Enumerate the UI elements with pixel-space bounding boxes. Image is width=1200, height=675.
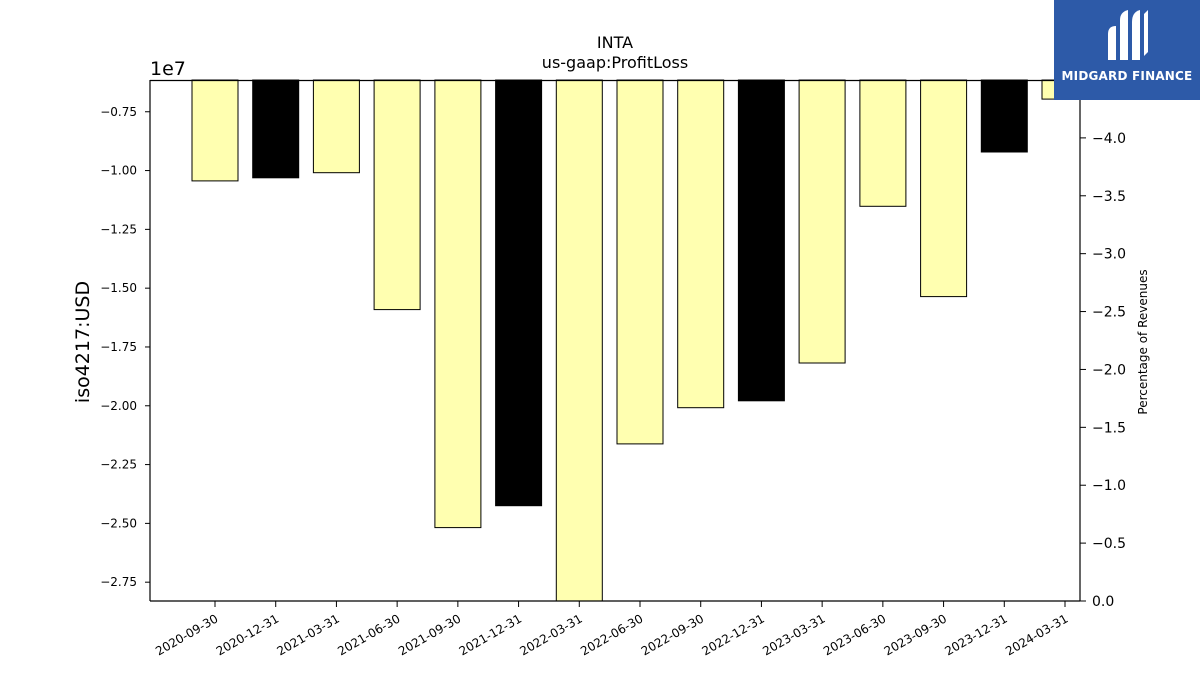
- bar-2023-12-31: [980, 79, 1028, 153]
- x-ticks-layer: 2020-09-302020-12-312021-03-312021-06-30…: [153, 601, 1071, 658]
- x-tick-label: 2023-06-30: [821, 611, 888, 658]
- y2-tick-label: −1.5: [1092, 420, 1126, 436]
- y-ticks-layer: −0.75 −1.00 −1.25 −1.50 −1.75 −2.00 −2.25 −2.50…: [100, 105, 150, 589]
- y2-tick-label: −2.0: [1092, 362, 1126, 378]
- x-tick-label: 2021-09-30: [396, 611, 463, 658]
- bar-2021-06-30: [373, 79, 421, 311]
- bar-2021-03-31: [312, 79, 360, 174]
- x-tick-label: 2022-06-30: [578, 611, 645, 658]
- chart-title: INTA: [597, 33, 633, 52]
- y-tick-label: −1.50: [100, 281, 137, 295]
- bar-2022-06-30: [616, 79, 664, 445]
- y2-tick-label: −1.0: [1092, 478, 1126, 494]
- y-tick-label: −1.75: [100, 340, 137, 354]
- y-tick-label: −2.75: [100, 575, 137, 589]
- x-tick-label: 2021-06-30: [335, 611, 402, 658]
- chart-subtitle: us-gaap:ProfitLoss: [542, 53, 688, 72]
- midgard-logo-icon: [1108, 10, 1148, 60]
- x-tick-label: 2023-03-31: [760, 611, 827, 658]
- y-tick-label: −1.00: [100, 164, 137, 178]
- y-tick-label: −2.50: [100, 516, 137, 530]
- y-tick-label: −2.00: [100, 399, 137, 413]
- brand-name: MIDGARD FINANCE: [1061, 69, 1193, 83]
- bar-2022-09-30: [677, 79, 725, 409]
- x-tick-label: 2022-12-31: [700, 611, 767, 658]
- bar-2021-09-30: [434, 79, 482, 529]
- y2-ticks-layer: 0.0 −0.5 −1.0 −1.5 −2.0 −2.5 −3.0 −3.5 −4.0: [1080, 131, 1126, 610]
- y2-tick-label: −3.5: [1092, 189, 1126, 205]
- y2-tick-label: −4.0: [1092, 131, 1126, 147]
- bar-2022-03-31: [555, 79, 603, 602]
- midgard-finance-logo: MIDGARD FINANCE: [1054, 0, 1200, 100]
- bar-2021-12-31: [495, 79, 543, 507]
- bar-2023-09-30: [920, 79, 968, 298]
- y2-tick-label: −0.5: [1092, 536, 1126, 552]
- x-tick-label: 2023-12-31: [942, 611, 1009, 658]
- y2-axis-label: Percentage of Revenues: [1136, 269, 1150, 414]
- x-tick-label: 2024-03-31: [1003, 611, 1070, 658]
- y2-tick-label: 0.0: [1092, 594, 1114, 610]
- y-tick-label: −2.25: [100, 458, 137, 472]
- y-tick-label: −1.25: [100, 222, 137, 236]
- bar-2020-12-31: [252, 79, 300, 179]
- y-tick-label: −0.75: [100, 105, 137, 119]
- bar-2023-03-31: [798, 79, 846, 364]
- axes-layer: [149, 79, 1081, 602]
- x-tick-label: 2023-09-30: [882, 611, 949, 658]
- bars-layer: [191, 79, 1089, 602]
- x-tick-label: 2020-12-31: [214, 611, 281, 658]
- bar-2023-06-30: [859, 79, 907, 207]
- x-tick-label: 2022-09-30: [639, 611, 706, 658]
- x-tick-label: 2021-03-31: [275, 611, 342, 658]
- x-tick-label: 2022-03-31: [517, 611, 584, 658]
- x-tick-label: 2020-09-30: [153, 611, 220, 658]
- y2-tick-label: −2.5: [1092, 305, 1126, 321]
- y-offset-label: 1e7: [150, 58, 186, 80]
- x-tick-label: 2021-12-31: [457, 611, 524, 658]
- bar-2022-12-31: [737, 79, 785, 402]
- y2-tick-label: −3.0: [1092, 247, 1126, 263]
- bar-2020-09-30: [191, 79, 239, 182]
- y-axis-label: iso4217:USD: [72, 281, 94, 403]
